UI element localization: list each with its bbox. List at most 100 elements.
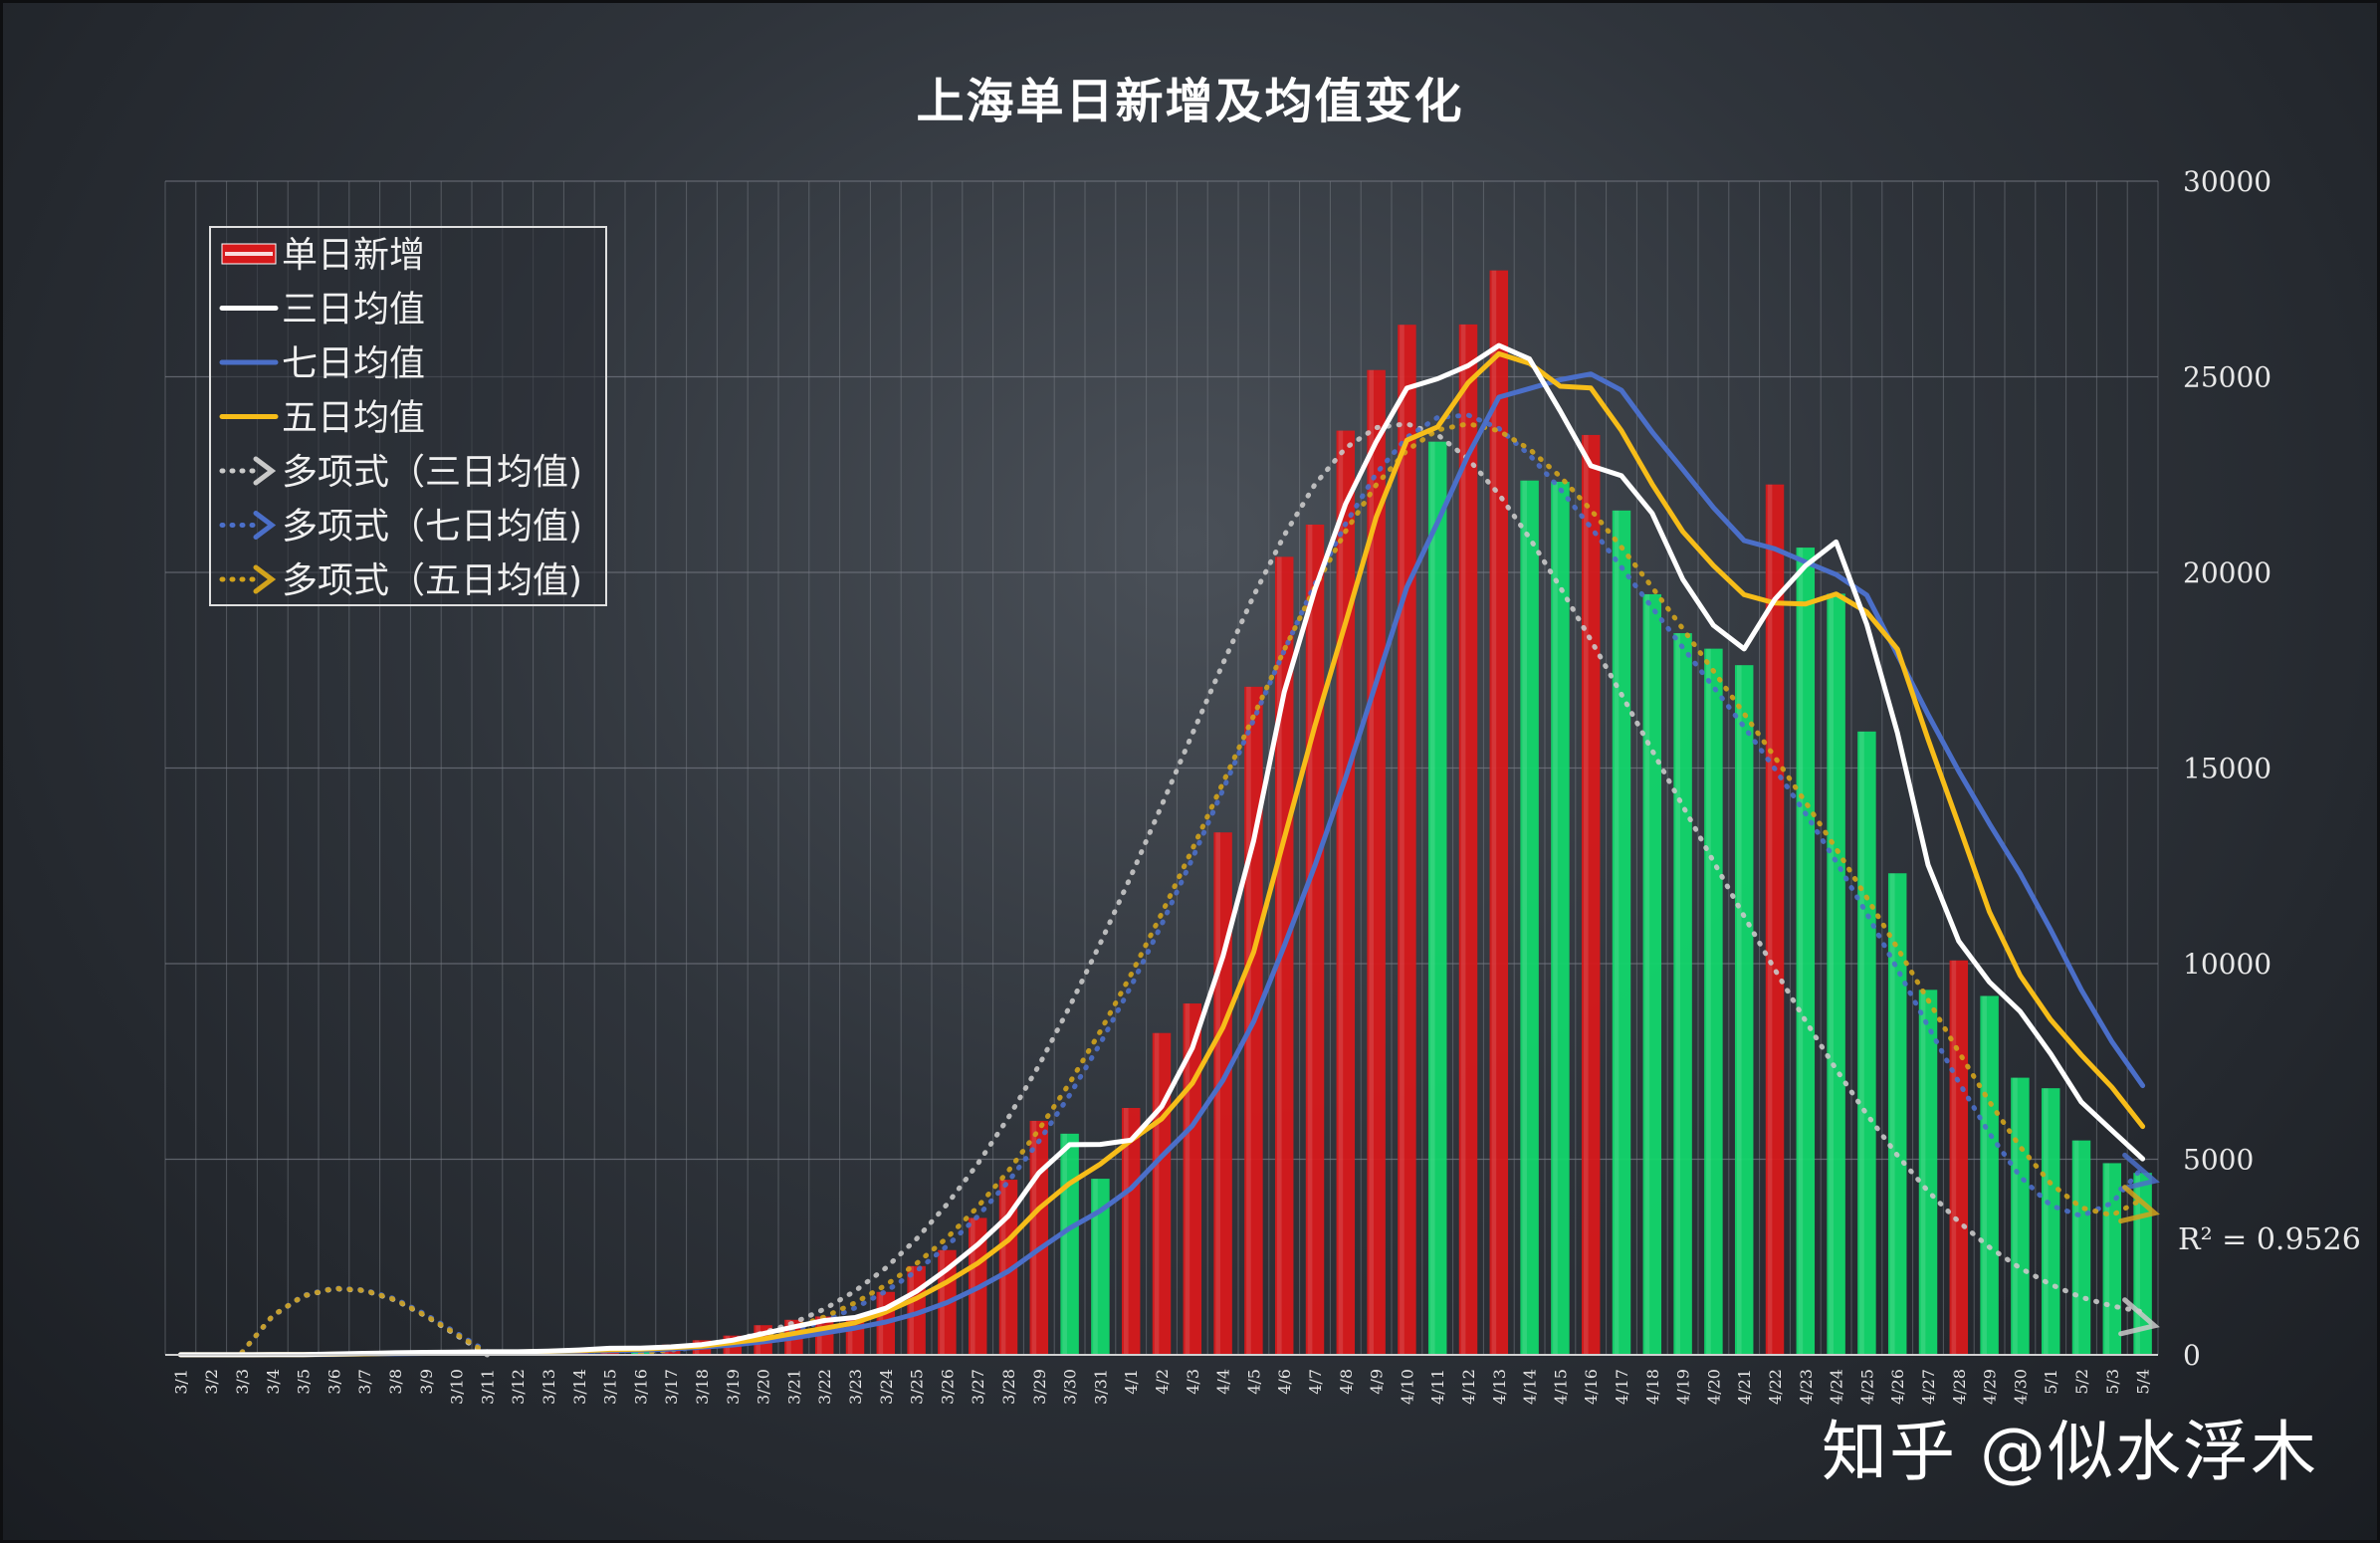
bar-highlight [1307, 524, 1313, 1355]
bar-highlight [1400, 325, 1405, 1356]
bar-highlight [1583, 434, 1589, 1355]
y-tick-label: 10000 [2183, 948, 2272, 981]
x-tick-label: 4/22 [1766, 1369, 1785, 1405]
bar-4/16 [1581, 434, 1601, 1355]
x-tick-label: 4/6 [1275, 1369, 1294, 1395]
x-tick-label: 3/2 [202, 1369, 221, 1395]
x-tick-label: 3/21 [784, 1369, 803, 1405]
chart-title: 上海单日新增及均值变化 [916, 74, 1464, 129]
trend-line-3 [239, 421, 2146, 1356]
x-tick-label: 3/23 [846, 1369, 865, 1405]
x-tick-label: 3/19 [724, 1369, 743, 1405]
bar-highlight [1123, 1107, 1129, 1355]
bar-highlight [1429, 441, 1435, 1355]
bar-highlight [2135, 1173, 2140, 1355]
x-tick-label: 4/27 [1919, 1369, 1938, 1405]
x-tick-label: 4/20 [1704, 1369, 1723, 1405]
trend-arrow [2118, 1297, 2160, 1337]
x-tick-label: 3/22 [815, 1369, 834, 1405]
legend-label: 多项式（三日均值) [282, 452, 582, 493]
bar-highlight [1553, 481, 1558, 1355]
bar-highlight [2043, 1088, 2049, 1355]
x-tick-label: 4/11 [1428, 1369, 1447, 1405]
bar-5/2 [2071, 1140, 2091, 1355]
x-tick-label: 4/17 [1613, 1369, 1631, 1405]
line-三日均值 [177, 342, 2146, 1358]
bar-highlight [1000, 1180, 1006, 1355]
x-tick-label: 3/20 [755, 1369, 773, 1405]
line-layer [177, 342, 2160, 1358]
bar-4/22 [1765, 484, 1785, 1356]
bar-highlight [2073, 1140, 2079, 1355]
x-tick-label: 3/6 [325, 1369, 343, 1395]
bar-highlight [1369, 369, 1374, 1355]
bar-4/8 [1336, 430, 1356, 1356]
x-tick-label: 4/30 [2011, 1369, 2030, 1405]
x-tick-label: 3/29 [1030, 1369, 1049, 1405]
y-tick-label: 20000 [2183, 556, 2272, 589]
bar-4/12 [1458, 324, 1478, 1355]
x-tick-label: 3/7 [355, 1369, 374, 1395]
x-tick-label: 5/2 [2072, 1369, 2091, 1395]
bar-4/7 [1305, 524, 1325, 1355]
bar-3/31 [1091, 1179, 1110, 1355]
x-tick-label: 3/13 [540, 1369, 558, 1405]
bar-4/13 [1489, 270, 1509, 1355]
trend-arrow [2118, 1185, 2160, 1224]
x-tick-label: 4/29 [1981, 1369, 2000, 1405]
r-squared-label: R² = 0.9526 [2178, 1222, 2361, 1257]
x-tick-label: 3/26 [938, 1369, 957, 1405]
bar-4/18 [1642, 593, 1662, 1355]
y-tick-label: 0 [2183, 1339, 2201, 1372]
x-tick-label: 3/5 [295, 1369, 314, 1395]
x-tick-label: 3/10 [448, 1369, 467, 1405]
bar-4/11 [1427, 441, 1447, 1355]
x-tick-label: 4/24 [1828, 1369, 1846, 1405]
bar-highlight [1062, 1133, 1067, 1355]
y-tick-label: 30000 [2183, 165, 2272, 198]
legend-swatch-arrow [253, 456, 277, 486]
trend-line-2 [239, 412, 2146, 1356]
legend-label: 单日新增 [282, 235, 425, 276]
bar-4/24 [1827, 593, 1845, 1355]
x-tick-label: 4/14 [1521, 1369, 1540, 1405]
bar-4/6 [1274, 556, 1294, 1355]
x-tick-label: 3/31 [1091, 1369, 1110, 1405]
legend-swatch-highlight [225, 252, 273, 256]
bar-highlight [1460, 324, 1466, 1355]
x-tick-label: 4/19 [1674, 1369, 1693, 1405]
x-tick-label: 3/8 [386, 1369, 405, 1395]
x-tick-label: 3/25 [908, 1369, 927, 1405]
bar-4/29 [1980, 995, 1999, 1355]
bar-4/27 [1918, 990, 1938, 1355]
x-tick-label: 4/7 [1306, 1369, 1325, 1395]
x-tick-label: 3/11 [478, 1369, 497, 1405]
x-tick-label: 4/8 [1337, 1369, 1356, 1395]
bar-highlight [2104, 1163, 2110, 1355]
legend-label: 多项式（五日均值) [282, 560, 582, 601]
x-tick-label: 4/25 [1857, 1369, 1876, 1405]
bar-highlight [1185, 1003, 1190, 1355]
bar-highlight [2013, 1077, 2018, 1355]
bar-4/26 [1887, 873, 1907, 1355]
x-tick-label: 3/30 [1061, 1369, 1080, 1405]
x-tick-label: 4/3 [1184, 1369, 1202, 1395]
bar-highlight [1767, 484, 1773, 1356]
axis-layer: 0 5000 10000 15000 20000 25000 30000 3/1 3/2 3/3 3… [165, 165, 2272, 1405]
legend-swatch-arrow [253, 564, 277, 594]
bar-highlight [1829, 593, 1834, 1355]
x-tick-label: 4/1 [1122, 1369, 1141, 1395]
bar-highlight [1491, 270, 1497, 1355]
x-tick-label: 4/9 [1368, 1369, 1387, 1395]
legend-label: 三日均值 [282, 290, 425, 331]
x-tick-label: 4/10 [1398, 1369, 1416, 1405]
x-tick-label: 4/13 [1490, 1369, 1509, 1405]
legend-label: 七日均值 [282, 343, 425, 384]
bar-highlight [1736, 665, 1742, 1355]
x-tick-label: 3/17 [662, 1369, 681, 1405]
bar-highlight [1706, 648, 1711, 1355]
bar-highlight [1215, 832, 1220, 1355]
x-tick-label: 3/12 [509, 1369, 528, 1405]
